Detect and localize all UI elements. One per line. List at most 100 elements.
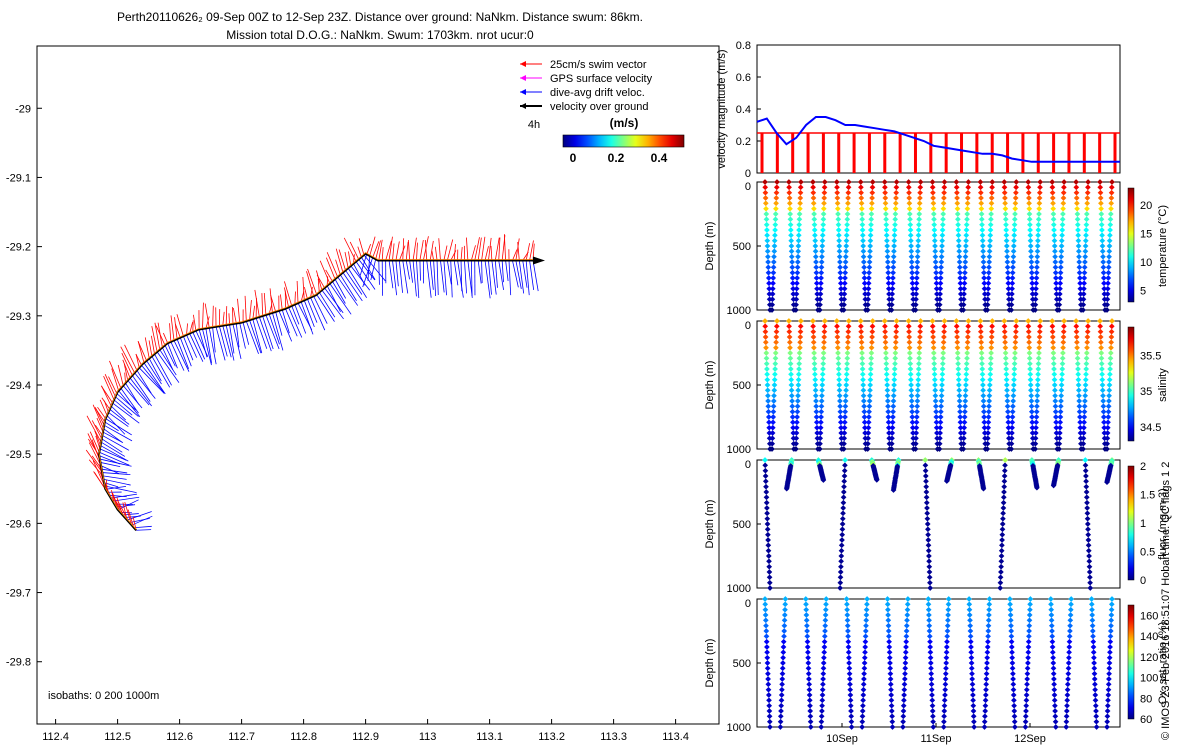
profile-marker <box>953 184 960 191</box>
profile-marker <box>883 371 890 378</box>
profile-marker <box>1048 612 1055 618</box>
profile-marker <box>917 328 923 335</box>
profile-marker <box>1064 686 1071 693</box>
profile-marker <box>907 371 914 378</box>
profile-marker <box>818 275 824 281</box>
profile-marker <box>1106 248 1113 255</box>
profile-marker <box>1035 366 1042 372</box>
profile-marker <box>908 248 915 255</box>
profile-marker <box>981 424 988 431</box>
profile-marker <box>913 414 920 420</box>
profile-marker <box>1049 644 1056 650</box>
profile-marker <box>859 718 866 725</box>
profile-ytick-label: 500 <box>733 519 751 531</box>
profile-marker <box>1075 382 1082 388</box>
swim-vector <box>270 295 277 312</box>
profile-marker <box>925 526 931 533</box>
profile-marker <box>960 440 967 447</box>
profile-marker <box>998 547 1005 554</box>
profile-marker <box>909 280 916 287</box>
profile-marker <box>1012 200 1019 207</box>
profile-marker <box>965 189 971 196</box>
profile-marker <box>848 708 854 714</box>
profile-marker <box>882 344 889 351</box>
profile-marker <box>891 248 897 255</box>
profile-marker <box>1074 339 1080 346</box>
profile-marker <box>867 371 874 378</box>
profile-marker <box>841 419 848 426</box>
profile-marker <box>927 644 934 650</box>
profile-marker <box>764 510 770 517</box>
profile-marker <box>762 339 769 346</box>
profile-marker <box>1008 301 1015 308</box>
profile-marker <box>819 702 825 709</box>
swim-vector <box>86 415 102 443</box>
profile-marker <box>762 467 769 474</box>
profile-marker <box>806 697 813 704</box>
profile-marker <box>1104 301 1111 308</box>
profile-marker <box>962 259 969 265</box>
profile-marker <box>893 328 900 335</box>
profile-marker <box>891 243 897 249</box>
profile-ytick-label: 0 <box>745 181 751 193</box>
profile-marker <box>1073 328 1080 335</box>
profile-marker <box>927 638 933 645</box>
profile-marker <box>984 435 991 442</box>
profile-marker <box>769 424 776 431</box>
swim-vector <box>87 433 101 460</box>
profile-marker <box>1104 702 1111 709</box>
profile-marker <box>1099 366 1105 372</box>
drift-vector <box>106 415 126 435</box>
profile-marker <box>858 189 864 196</box>
drift-vector <box>101 468 128 474</box>
profile-marker <box>860 253 867 260</box>
profile-marker <box>861 676 867 682</box>
profile-marker <box>795 243 802 249</box>
profile-marker <box>1083 473 1089 479</box>
drift-vector <box>242 322 250 345</box>
swim-vector <box>103 375 115 401</box>
profile-marker <box>1098 350 1105 356</box>
profile-marker <box>786 195 793 201</box>
profile-marker <box>940 350 947 356</box>
profile-marker <box>795 382 802 388</box>
profile-colorbar-tick: 0 <box>1140 575 1146 587</box>
profile-marker <box>773 184 780 191</box>
profile-marker <box>907 232 914 239</box>
profile-marker <box>1105 264 1112 271</box>
profile-marker <box>1025 189 1032 196</box>
profile-marker <box>1008 644 1015 650</box>
profile-marker <box>770 398 777 404</box>
profile-marker <box>954 334 960 340</box>
profile-marker <box>916 205 923 212</box>
drift-vector <box>429 260 434 290</box>
profile-marker <box>1061 184 1067 191</box>
drift-vector <box>154 353 172 386</box>
drift-vector <box>446 260 452 285</box>
profile-marker <box>892 355 899 362</box>
profile-marker <box>968 649 975 656</box>
profile-marker <box>925 596 932 602</box>
profile-marker <box>1089 612 1096 618</box>
profile-colorbar-tick: 10 <box>1140 257 1152 269</box>
profile-marker <box>908 382 914 388</box>
profile-marker <box>1007 612 1014 618</box>
profile-marker <box>845 323 852 330</box>
profile-marker <box>964 350 971 356</box>
profile-marker <box>890 403 897 410</box>
profile-marker <box>865 296 871 303</box>
profile-marker <box>1081 269 1088 276</box>
profile-marker <box>838 542 845 549</box>
profile-marker <box>886 649 893 656</box>
profile-marker <box>1037 323 1043 330</box>
profile-marker <box>1104 435 1111 442</box>
profile-marker <box>865 419 872 426</box>
profile-marker <box>861 670 867 677</box>
profile-marker <box>1077 285 1084 292</box>
profile-marker <box>892 211 899 217</box>
swim-vector <box>453 244 456 261</box>
profile-marker <box>938 259 945 265</box>
profile-marker <box>956 392 963 399</box>
profile-marker <box>869 179 876 185</box>
profile-marker <box>914 392 921 399</box>
